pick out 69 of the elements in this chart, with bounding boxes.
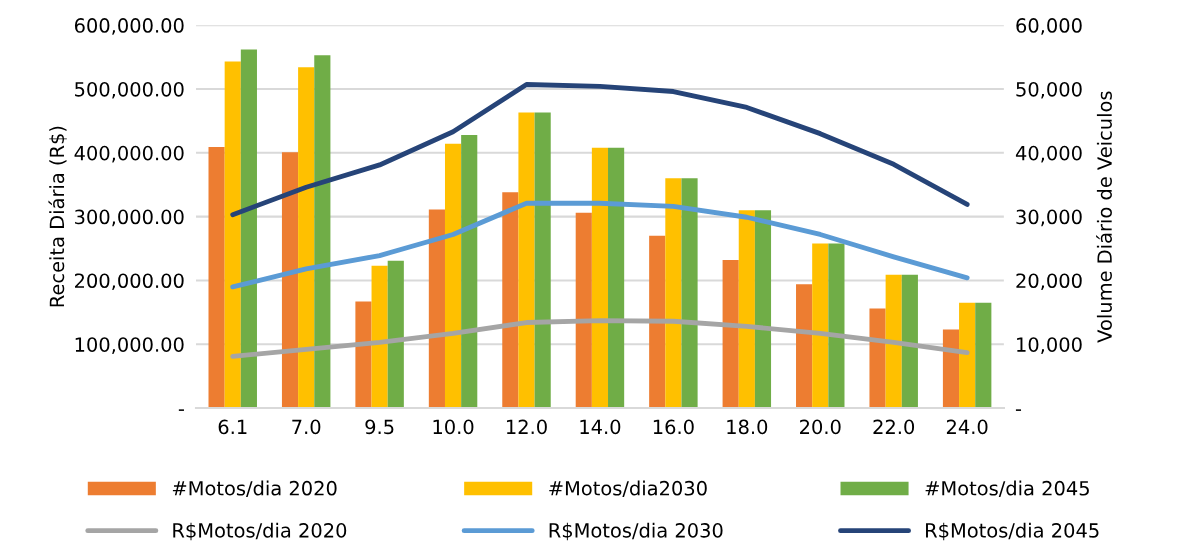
bar xyxy=(461,134,478,409)
bar xyxy=(387,260,404,409)
bar xyxy=(665,178,682,409)
y-axis-title: Receita Diária (R$) xyxy=(48,126,67,307)
bar xyxy=(518,112,535,409)
line-series xyxy=(230,82,970,218)
x-tick-label: 12.0 xyxy=(506,419,547,435)
bar xyxy=(681,178,698,409)
bar xyxy=(975,302,992,409)
x-tick-label: 20.0 xyxy=(800,419,841,435)
bar xyxy=(314,55,331,409)
bar xyxy=(722,260,739,409)
y-tick-label: 500,000.00 xyxy=(75,81,184,99)
y2-tick-label: 50,000 xyxy=(1016,81,1082,99)
x-tick-label: 22.0 xyxy=(873,419,915,435)
y2-tick-label: 20,000 xyxy=(1016,273,1082,291)
bar xyxy=(298,67,315,409)
bar xyxy=(608,147,625,409)
x-tick-label: 18.0 xyxy=(727,419,768,435)
y2-tick-label: 10,000 xyxy=(1017,337,1082,354)
bar xyxy=(281,152,299,409)
bar xyxy=(885,274,902,409)
x-tick-label: 16.0 xyxy=(653,419,694,435)
bar xyxy=(224,61,241,409)
bar xyxy=(591,147,609,409)
bar xyxy=(534,112,551,409)
y-tick-label: 300,000.00 xyxy=(75,209,184,227)
legend-label: R$Motos/dia 2020 xyxy=(173,522,347,541)
bar xyxy=(959,302,976,409)
x-tick-label: 24.0 xyxy=(946,419,988,435)
bar xyxy=(444,143,462,409)
y2-tick-label: 40,000 xyxy=(1015,145,1082,163)
y-tick-label: 100,000.00 xyxy=(75,337,184,354)
bar xyxy=(828,243,845,409)
bar xyxy=(355,301,372,409)
bar xyxy=(754,210,772,409)
x-tick-label: 14.0 xyxy=(580,419,621,435)
line-series xyxy=(230,200,970,290)
y2-tick-label: 30,000 xyxy=(1016,209,1082,227)
bar xyxy=(240,49,257,409)
bar xyxy=(812,243,829,409)
legend-label: #Motos/dia 2020 xyxy=(172,480,337,498)
bar xyxy=(796,284,813,409)
y-tick-label: 400,000.00 xyxy=(74,145,184,163)
y2-axis-title: Volume Diário de Veiculos xyxy=(1096,91,1112,343)
y2-tick-label: - xyxy=(1015,409,1022,411)
legend-label: R$Motos/dia 2045 xyxy=(926,522,1099,541)
x-tick-label: 10.0 xyxy=(433,419,474,435)
legend-label: #Motos/dia 2045 xyxy=(925,480,1089,498)
bar xyxy=(502,192,519,409)
legend-label: #Motos/dia2030 xyxy=(549,480,707,498)
y-tick-label: 200,000.00 xyxy=(75,273,184,291)
bar xyxy=(428,209,445,409)
bar xyxy=(738,210,755,409)
bar xyxy=(649,235,666,409)
line-series xyxy=(230,318,970,359)
x-tick-label: 9.5 xyxy=(365,419,394,435)
y-tick-label: 600,000.00 xyxy=(74,18,184,35)
bar xyxy=(371,265,388,409)
x-tick-label: 7.0 xyxy=(292,419,321,435)
y-tick-label: - xyxy=(178,409,184,411)
bar xyxy=(869,308,886,409)
x-tick-label: 6.1 xyxy=(218,419,247,435)
bar xyxy=(575,212,592,409)
bar xyxy=(901,274,918,409)
y2-tick-label: 60,000 xyxy=(1016,18,1082,35)
bar xyxy=(942,329,960,409)
bar xyxy=(208,147,225,409)
legend-label: R$Motos/dia 2030 xyxy=(549,522,723,541)
